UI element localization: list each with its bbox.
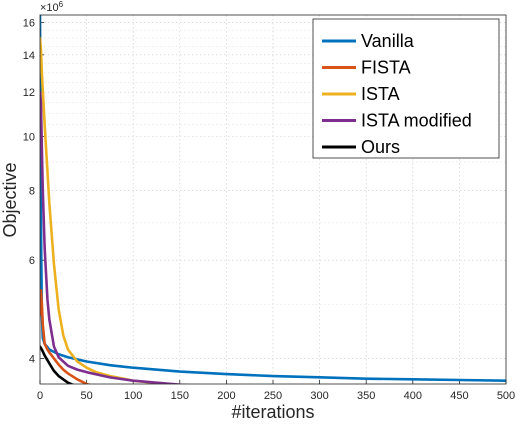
legend-items: Vanilla FISTA ISTA ISTA modified Ours	[322, 31, 472, 157]
y-tick-label: 16	[23, 17, 35, 29]
series-line-ista	[40, 36, 180, 384]
series-line-vanilla	[40, 15, 506, 382]
y-tick-label: 8	[29, 185, 35, 197]
x-tick-label: 150	[171, 390, 189, 402]
y-tick-label: 14	[23, 50, 35, 62]
series-line-ista-modified	[40, 90, 195, 384]
series-lines	[40, 15, 506, 384]
x-tick-label: 450	[450, 390, 468, 402]
series-line-ours	[40, 345, 75, 384]
series-line-fista	[40, 288, 92, 384]
x-tick-label: 200	[217, 390, 235, 402]
x-tick-label: 300	[310, 390, 328, 402]
legend-label-ista: ISTA	[361, 84, 400, 104]
x-tick-label: 0	[37, 390, 43, 402]
x-tick-label: 100	[124, 390, 142, 402]
y-axis-multiplier: ×106	[40, 0, 64, 14]
y-axis-label: Objective	[0, 162, 20, 237]
x-tick-label: 350	[357, 390, 375, 402]
legend: Vanilla FISTA ISTA ISTA modified Ours	[312, 18, 500, 159]
legend-label-ours: Ours	[361, 137, 400, 157]
legend-label-ista-modified: ISTA modified	[361, 111, 472, 131]
x-tick-label: 400	[404, 390, 422, 402]
y-tick-label: 4	[29, 353, 35, 365]
y-tick-label: 6	[29, 255, 35, 267]
y-tick-label: 10	[23, 131, 35, 143]
legend-label-vanilla: Vanilla	[361, 31, 415, 51]
legend-label-fista: FISTA	[361, 58, 411, 78]
y-tick-label: 12	[23, 87, 35, 99]
x-tick-label: 500	[497, 390, 515, 402]
x-axis-label: #iterations	[231, 402, 314, 422]
x-tick-label: 250	[264, 390, 282, 402]
x-tick-label: 50	[80, 390, 92, 402]
axes-box	[39, 14, 507, 385]
